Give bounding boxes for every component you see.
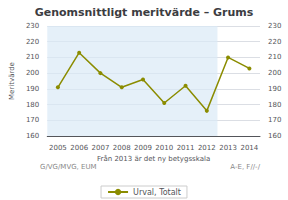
svg-text:230: 230 (268, 22, 281, 30)
svg-text:2009: 2009 (134, 144, 152, 152)
svg-text:Från 2013 är det ny betygsskal: Från 2013 är det ny betygsskala (97, 154, 210, 163)
svg-text:190: 190 (268, 85, 281, 93)
svg-text:200: 200 (268, 69, 281, 77)
svg-text:170: 170 (26, 116, 39, 124)
svg-text:2014: 2014 (240, 144, 258, 152)
svg-text:230: 230 (26, 22, 39, 30)
svg-text:2006: 2006 (70, 144, 88, 152)
svg-text:Urval, Totalt: Urval, Totalt (133, 188, 181, 197)
svg-text:2011: 2011 (177, 144, 195, 152)
svg-text:170: 170 (268, 116, 281, 124)
svg-text:2012: 2012 (198, 144, 216, 152)
svg-text:160: 160 (26, 132, 39, 140)
svg-text:2010: 2010 (155, 144, 173, 152)
svg-text:2005: 2005 (49, 144, 67, 152)
svg-text:G/VG/MVG, EUM: G/VG/MVG, EUM (40, 163, 97, 171)
svg-text:220: 220 (268, 38, 281, 46)
svg-text:2007: 2007 (92, 144, 110, 152)
svg-text:A-E, F//-/: A-E, F//-/ (230, 163, 260, 171)
svg-text:220: 220 (26, 38, 39, 46)
svg-text:210: 210 (26, 53, 39, 61)
svg-text:200: 200 (26, 69, 39, 77)
svg-text:180: 180 (26, 101, 39, 109)
svg-text:Genomsnittligt meritvärde – Gr: Genomsnittligt meritvärde – Grums (35, 6, 254, 19)
svg-text:180: 180 (268, 101, 281, 109)
svg-text:2008: 2008 (113, 144, 131, 152)
svg-text:160: 160 (268, 132, 281, 140)
svg-text:210: 210 (268, 53, 281, 61)
svg-text:2013: 2013 (219, 144, 237, 152)
svg-text:190: 190 (26, 85, 39, 93)
svg-text:Meritvärde: Meritvärde (8, 62, 16, 100)
